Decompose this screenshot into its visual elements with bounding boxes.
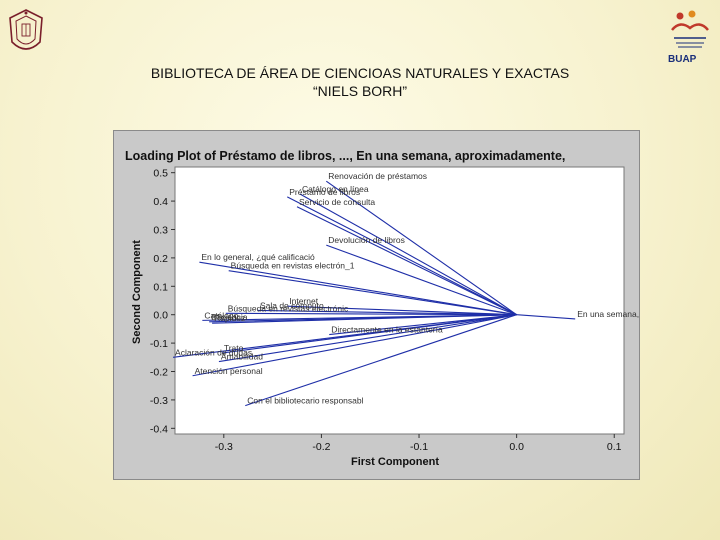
loading-vector [516,314,576,320]
loading-vector [325,180,517,316]
loading-plot: Loading Plot of Préstamo de libros, ...,… [125,149,639,468]
y-tick-label: 0.5 [153,168,168,180]
loading-vector [199,261,517,316]
y-tick-label: 0.1 [153,281,168,293]
y-tick-label: 0.4 [153,196,168,208]
loading-point-label: Préstamo de libros [289,187,360,197]
x-tick-label: 0.1 [607,441,622,453]
y-tick-label: -0.4 [150,423,168,435]
loading-vector [326,244,517,316]
library-emblem-icon [671,10,709,48]
x-tick-label: -0.1 [410,441,428,453]
loading-point-label: En una semana, aproximadamente, [577,309,639,319]
loading-vector [228,270,517,316]
x-axis-label: First Component [351,456,439,468]
loading-point-label: Catálogo en línea [302,184,369,194]
loading-point-label: Directamente en la estantería [331,325,443,335]
university-seal-logo [9,9,43,50]
loading-point-label: Catálogo [204,310,238,320]
library-logo: BUAP [662,8,718,68]
page-title-line1: BIBLIOTECA DE ÁREA DE CIENCIOAS NATURALE… [150,65,570,81]
loading-point-label: Eficiencia [211,312,248,322]
x-tick-label: -0.2 [312,441,330,453]
chart-title: Loading Plot of Préstamo de libros, ...,… [125,149,565,163]
page-title: BIBLIOTECA DE ÁREA DE CIENCIOAS NATURALE… [0,64,720,100]
loading-point-label: Con el bibliotecario responsabl [247,396,363,406]
x-tick-label: 0.0 [509,441,524,453]
page-title-line2: “NIELS BORH” [312,83,408,99]
loading-point-label: Servicio de consulta [299,197,375,207]
loading-point-label: Trato [224,343,244,353]
loading-point-label: Búsqueda en revistas electrónic [228,303,349,313]
y-tick-label: 0.0 [153,310,168,322]
loading-vector [172,314,517,358]
loading-point-label: Atención personal [195,366,263,376]
loading-vector [212,314,517,324]
loading-vector [287,305,517,316]
loading-vector [245,314,517,407]
loading-point-label: En lo general, ¿qué calificació [201,252,315,262]
loading-vector [192,314,517,377]
y-tick-label: 0.2 [153,253,168,265]
loading-vector [225,312,517,316]
y-axis-label: Second Component [131,240,143,344]
loading-point-label: Renovación de préstamos [328,171,427,181]
y-tick-label: -0.1 [150,338,168,350]
loading-vector [329,314,517,336]
loading-vector [299,193,517,316]
loading-point-label: Internet [289,296,318,306]
loading-vector [218,314,517,363]
loading-vector [286,196,517,316]
plot-area [174,166,625,435]
x-tick-label: -0.3 [215,441,233,453]
loading-vector [296,206,517,316]
loading-point-label: Devolución de libros [328,235,405,245]
y-tick-label: -0.2 [150,367,168,379]
loading-point-label: Aclaración de dudas [175,347,252,357]
logo-brand-text: BUAP [668,54,697,65]
loading-point-label: Búsqueda en revistas electrón_1 [231,261,355,271]
loading-point-label: Sala de cómputo [260,300,324,310]
y-tick-label: 0.3 [153,224,168,236]
loading-point-label: Rapidez [214,313,245,323]
y-tick-label: -0.3 [150,395,168,407]
loading-point-label: Amabilidad [221,352,263,362]
loading-plot-frame: Loading Plot of Préstamo de libros, ...,… [113,130,640,480]
